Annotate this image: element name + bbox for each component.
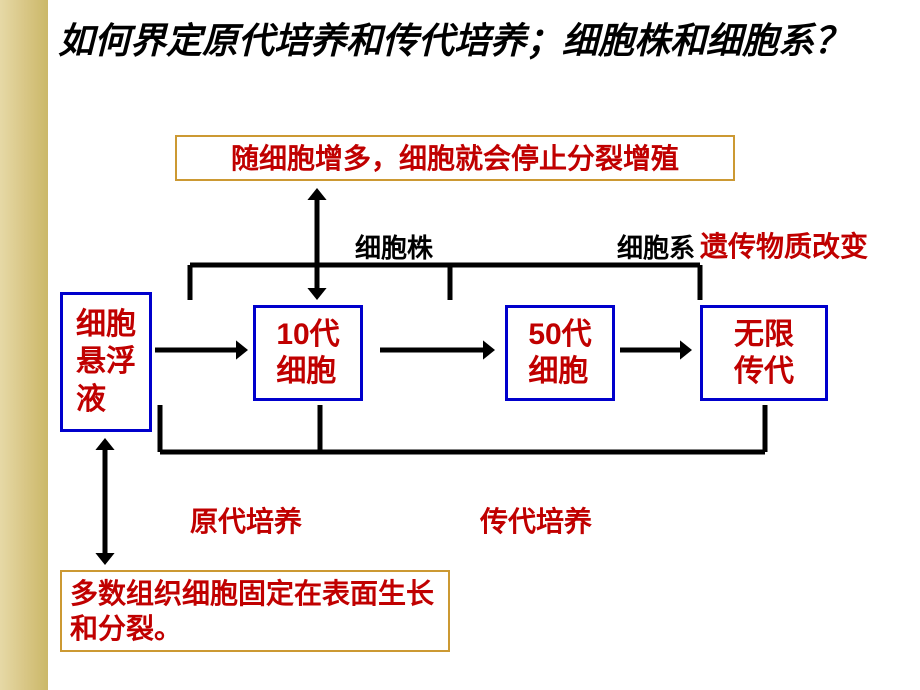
- box-note_top: 随细胞增多，细胞就会停止分裂增殖: [175, 135, 735, 181]
- label-cell_strain: 细胞株: [355, 228, 433, 265]
- box-infinite: 无限传代: [700, 305, 828, 401]
- box-gen10: 10代细胞: [253, 305, 363, 401]
- slide-sidebar: [0, 0, 48, 690]
- label-primary: 原代培养: [190, 500, 302, 540]
- label-genetic: 遗传物质改变: [700, 225, 868, 265]
- box-suspension: 细胞悬浮液: [60, 292, 152, 432]
- label-cell_line: 细胞系: [617, 228, 695, 265]
- slide-title: 如何界定原代培养和传代培养；细胞株和细胞系？: [58, 18, 878, 65]
- box-gen50: 50代细胞: [505, 305, 615, 401]
- box-note_bottom: 多数组织细胞固定在表面生长和分裂。: [60, 570, 450, 652]
- label-sub: 传代培养: [480, 500, 592, 540]
